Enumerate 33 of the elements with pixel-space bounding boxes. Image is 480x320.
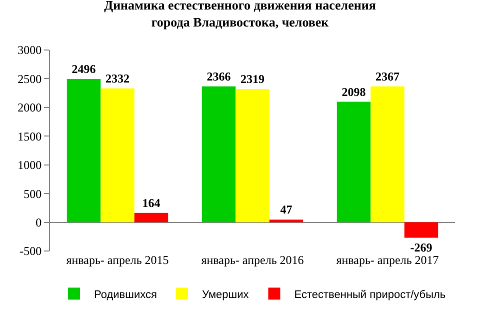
y-tick-label: 3000 — [18, 43, 42, 58]
y-tick-label: 500 — [24, 186, 42, 201]
x-tick-label: январь- апрель 2017 — [336, 253, 439, 267]
data-label: 47 — [280, 202, 292, 217]
bar — [269, 220, 304, 222]
data-label: 2098 — [342, 84, 366, 99]
data-label: 2496 — [72, 62, 96, 76]
bar — [336, 102, 371, 222]
legend-label: Умерших — [202, 288, 250, 301]
bar — [66, 78, 101, 222]
y-tick-label: 1000 — [18, 158, 42, 172]
bar — [236, 89, 270, 222]
y-tick-label: 2500 — [18, 72, 42, 86]
chart-title: Динамика естественного движения населения города Владивостока, человек — [104, 0, 376, 30]
bar — [100, 88, 134, 222]
y-tick-label: 0 — [36, 215, 42, 230]
legend-label: Родившихся — [94, 288, 157, 301]
y-tick-label: -500 — [20, 244, 42, 258]
y-tick-label: 1500 — [18, 129, 42, 144]
legend-label: Естественный прирост/убыль — [294, 288, 446, 301]
data-label: 2367 — [376, 69, 400, 84]
x-tick-label: январь- апрель 2015 — [66, 253, 169, 267]
data-label: -269 — [410, 240, 432, 255]
bar — [134, 212, 168, 222]
data-label: 2366 — [206, 69, 231, 84]
data-label: 2319 — [240, 72, 265, 86]
y-tick-label: 2000 — [18, 100, 42, 115]
bar — [370, 86, 404, 222]
data-label: 164 — [142, 196, 160, 210]
data-label: 2332 — [106, 71, 130, 86]
bar — [202, 86, 236, 222]
bar — [404, 222, 438, 238]
x-tick-label: январь- апрель 2016 — [201, 253, 304, 267]
